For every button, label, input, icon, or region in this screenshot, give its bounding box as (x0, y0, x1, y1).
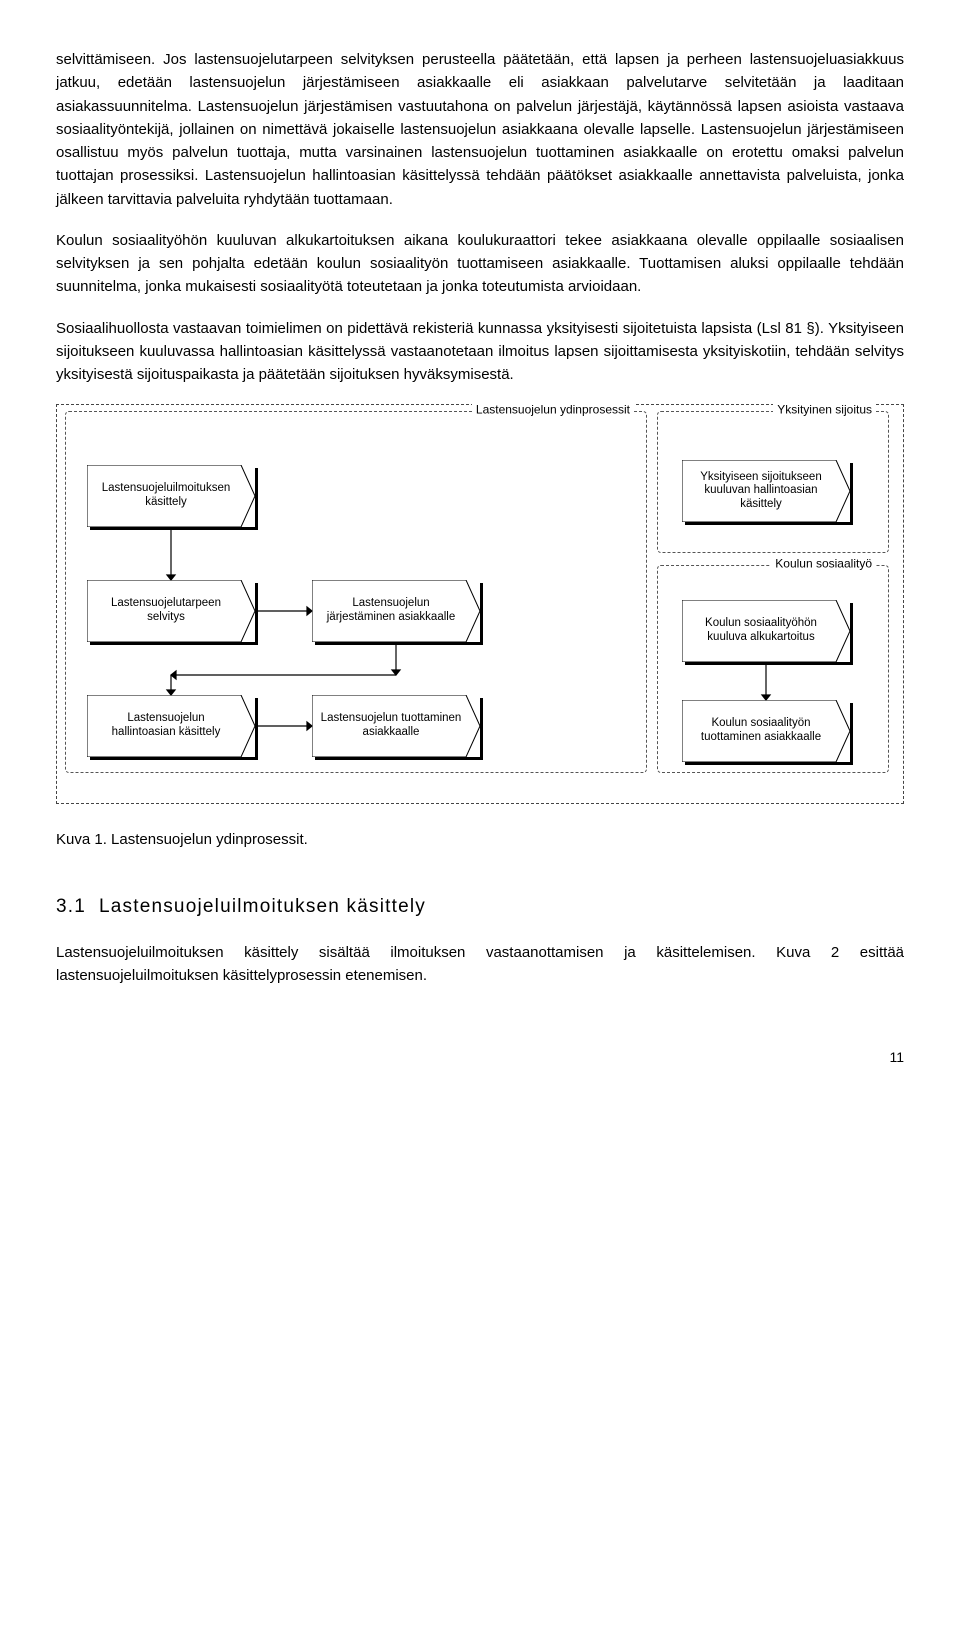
process-box: Lastensuojelutarpeen selvitys (87, 580, 255, 642)
process-box: Lastensuojeluilmoituksen käsittely (87, 465, 255, 527)
process-box: Lastensuojelun hallintoasian käsittely (87, 695, 255, 757)
page-number: 11 (56, 1047, 904, 1069)
process-box-label: Yksityiseen sijoitukseen kuuluvan hallin… (682, 460, 838, 522)
process-group-title: Yksityinen sijoitus (773, 401, 876, 420)
process-group-title: Lastensuojelun ydinprosessit (472, 401, 634, 420)
body-paragraph: Lastensuojeluilmoituksen käsittely sisäl… (56, 941, 904, 988)
process-box: Lastensuojelun järjestäminen asiakkaalle (312, 580, 480, 642)
process-box: Koulun sosiaalityöhön kuuluva alkukartoi… (682, 600, 850, 662)
process-box-label: Lastensuojeluilmoituksen käsittely (87, 465, 243, 527)
process-box-label: Koulun sosiaalityön tuottaminen asiakkaa… (682, 700, 838, 762)
section-number: 3.1 (56, 896, 86, 917)
section-title: Lastensuojeluilmoituksen käsittely (99, 896, 426, 917)
figure-caption: Kuva 1. Lastensuojelun ydinprosessit. (56, 828, 904, 851)
flow-arrow (165, 521, 177, 586)
body-paragraph: selvittämiseen. Jos lastensuojelutarpeen… (56, 48, 904, 211)
process-group-title: Koulun sosiaalityö (771, 555, 876, 574)
process-box: Lastensuojelun tuottaminen asiakkaalle (312, 695, 480, 757)
process-box-label: Lastensuojelutarpeen selvitys (87, 580, 243, 642)
process-box-label: Lastensuojelun järjestäminen asiakkaalle (312, 580, 468, 642)
flow-arrow (165, 669, 402, 681)
flow-arrow (165, 669, 177, 701)
process-box-label: Lastensuojelun tuottaminen asiakkaalle (312, 695, 468, 757)
flow-arrow (249, 720, 318, 732)
section-heading: 3.1 Lastensuojeluilmoituksen käsittely (56, 892, 904, 921)
process-box-label: Lastensuojelun hallintoasian käsittely (87, 695, 243, 757)
process-box-label: Koulun sosiaalityöhön kuuluva alkukartoi… (682, 600, 838, 662)
flow-arrow (760, 656, 772, 706)
body-paragraph: Koulun sosiaalityöhön kuuluvan alkukarto… (56, 229, 904, 299)
process-box: Yksityiseen sijoitukseen kuuluvan hallin… (682, 460, 850, 522)
process-diagram: Lastensuojelun ydinprosessit Yksityinen s… (56, 404, 904, 804)
flow-arrow (249, 605, 318, 617)
body-paragraph: Sosiaalihuollosta vastaavan toimielimen … (56, 317, 904, 387)
process-box: Koulun sosiaalityön tuottaminen asiakkaa… (682, 700, 850, 762)
